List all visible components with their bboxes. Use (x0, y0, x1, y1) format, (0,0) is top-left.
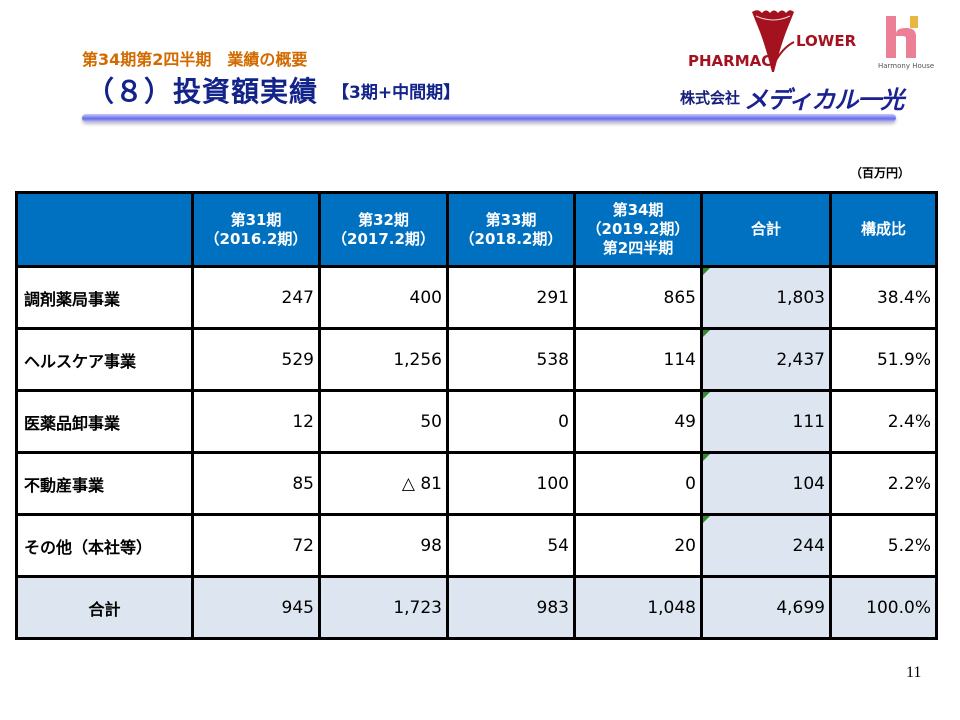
period-33-cell: 100 (446, 451, 576, 516)
slide-title: （８）投資額実績 【3期+中間期】 (86, 70, 460, 110)
segment-cell: ヘルスケア事業 (15, 327, 194, 392)
ratio-cell: 51.9% (829, 327, 938, 392)
table-row: 医薬品卸事業 12 50 0 49 111 2.4% (15, 389, 938, 454)
period-32-cell: 400 (318, 265, 449, 330)
header-period-33: 第33期 （2018.2期） (446, 191, 576, 268)
header-total: 合計 (700, 191, 832, 268)
title-underline-bar (82, 114, 896, 122)
formula-indicator-icon (703, 268, 710, 275)
header-period-32: 第32期 （2017.2期） (318, 191, 449, 268)
period-33-cell: 54 (446, 513, 576, 578)
table-row: その他（本社等） 72 98 54 20 244 5.2% (15, 513, 938, 578)
harmony-house-label: Harmony House (878, 62, 935, 70)
unit-label: （百万円） (850, 166, 911, 180)
period-31-cell: 72 (191, 513, 321, 578)
title-period-note: 【3期+中間期】 (332, 83, 461, 103)
harmony-house-logo: Harmony House (876, 14, 946, 72)
flower-icon (752, 10, 795, 73)
period-33-cell: 538 (446, 327, 576, 392)
total-cell: 104 (700, 451, 832, 516)
segment-cell: 不動産事業 (15, 451, 194, 516)
segment-cell: 調剤薬局事業 (15, 265, 194, 330)
table-row: 不動産事業 85 △ 81 100 0 104 2.2% (15, 451, 938, 516)
ratio-total-cell: 100.0% (829, 575, 938, 640)
company-prefix: 株式会社 (680, 89, 741, 107)
logo-pharmac-text: PHARMAC (688, 52, 773, 70)
harmony-house-h-icon (886, 16, 918, 58)
period-32-cell: 50 (318, 389, 449, 454)
period-34-total-cell: 1,048 (573, 575, 703, 640)
formula-indicator-icon (703, 454, 710, 461)
period-33-total-cell: 983 (446, 575, 576, 640)
formula-indicator-icon (703, 516, 710, 523)
total-cell: 244 (700, 513, 832, 578)
logo-flower-text: LOWER (796, 32, 857, 50)
total-cell: 111 (700, 389, 832, 454)
header-period-31: 第31期 （2016.2期） (191, 191, 321, 268)
period-32-cell: △ 81 (318, 451, 449, 516)
total-label-cell: 合計 (15, 575, 194, 640)
period-31-cell: 247 (191, 265, 321, 330)
slide-subtitle: 第34期第2四半期 業績の概要 (82, 50, 308, 69)
period-34-cell: 20 (573, 513, 703, 578)
period-33-cell: 291 (446, 265, 576, 330)
total-cell: 1,803 (700, 265, 832, 330)
period-34-cell: 49 (573, 389, 703, 454)
period-31-total-cell: 945 (191, 575, 321, 640)
formula-indicator-icon (703, 392, 710, 399)
total-cell: 2,437 (700, 327, 832, 392)
company-logo: 株式会社 メディカル一光 (680, 80, 904, 115)
table-row: 調剤薬局事業 247 400 291 865 1,803 38.4% (15, 265, 938, 330)
period-34-cell: 0 (573, 451, 703, 516)
ratio-cell: 2.4% (829, 389, 938, 454)
title-main: （８）投資額実績 (86, 75, 319, 108)
period-32-cell: 1,256 (318, 327, 449, 392)
ratio-cell: 2.2% (829, 451, 938, 516)
grand-total-cell: 4,699 (700, 575, 832, 640)
period-31-cell: 529 (191, 327, 321, 392)
table-total-row: 合計 945 1,723 983 1,048 4,699 100.0% (15, 575, 938, 640)
investment-table: 第31期 （2016.2期） 第32期 （2017.2期） 第33期 （2018.2期… (15, 191, 938, 640)
period-32-total-cell: 1,723 (318, 575, 449, 640)
period-33-cell: 0 (446, 389, 576, 454)
formula-indicator-icon (703, 330, 710, 337)
segment-cell: その他（本社等） (15, 513, 194, 578)
period-31-cell: 85 (191, 451, 321, 516)
period-31-cell: 12 (191, 389, 321, 454)
ratio-cell: 5.2% (829, 513, 938, 578)
header-period-34: 第34期 （2019.2期） 第2四半期 (573, 191, 703, 268)
pharmacy-flower-logo: PHARMAC LOWER (688, 8, 858, 78)
header-segment (15, 191, 194, 268)
ratio-cell: 38.4% (829, 265, 938, 330)
company-brand: メディカル一光 (744, 86, 904, 114)
period-34-cell: 865 (573, 265, 703, 330)
period-32-cell: 98 (318, 513, 449, 578)
segment-cell: 医薬品卸事業 (15, 389, 194, 454)
period-34-cell: 114 (573, 327, 703, 392)
header-ratio: 構成比 (829, 191, 938, 268)
table-header-row: 第31期 （2016.2期） 第32期 （2017.2期） 第33期 （2018.2期… (15, 191, 938, 268)
page-number: 11 (906, 664, 922, 681)
table-row: ヘルスケア事業 529 1,256 538 114 2,437 51.9% (15, 327, 938, 392)
